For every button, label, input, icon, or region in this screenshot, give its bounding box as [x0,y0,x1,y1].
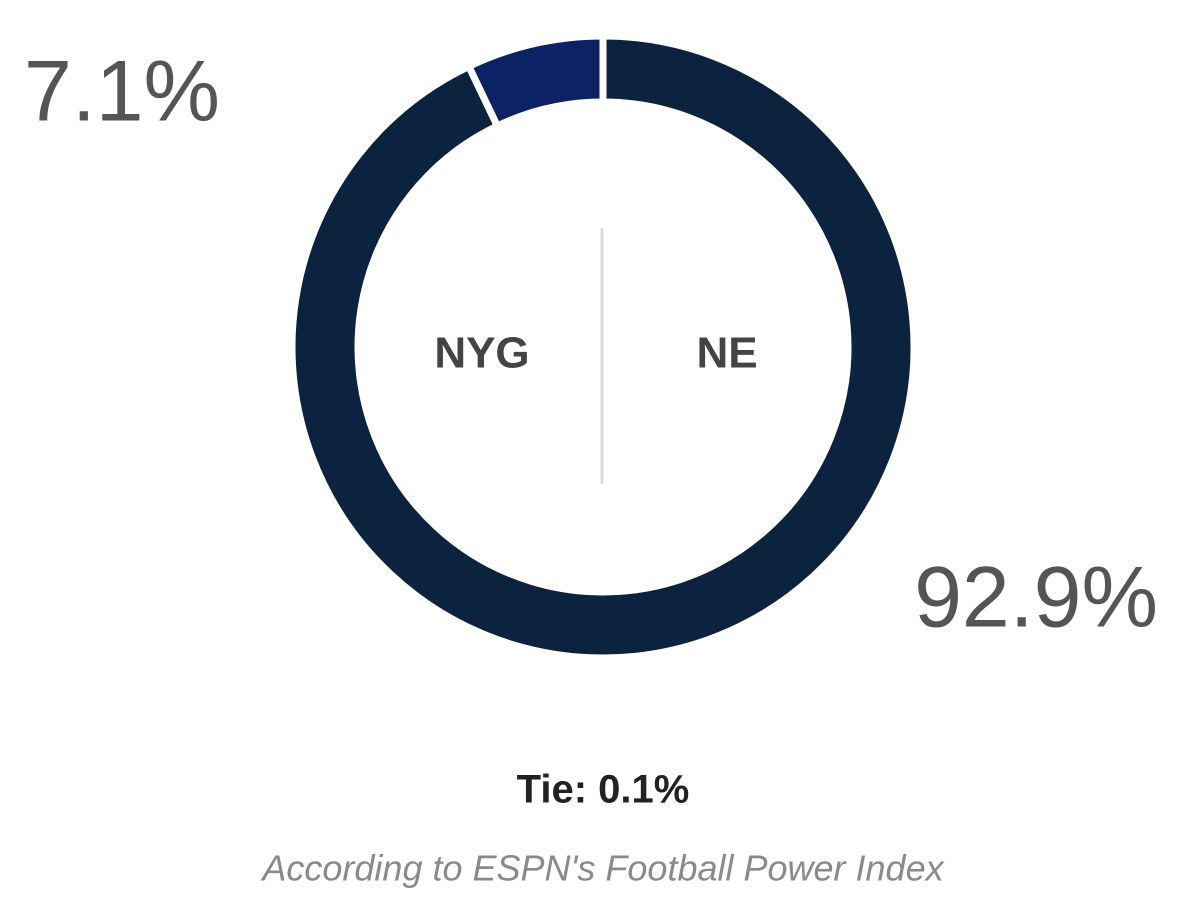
value-label: 7.1% [24,44,220,140]
donut-segment [288,32,918,662]
team-label: NE [696,329,757,378]
value-label: 92.9% [914,550,1158,646]
footnote: According to ESPN's Football Power Index [260,848,945,889]
tie-label: Tie: 0.1% [517,768,690,812]
team-label: NYG [434,329,529,378]
